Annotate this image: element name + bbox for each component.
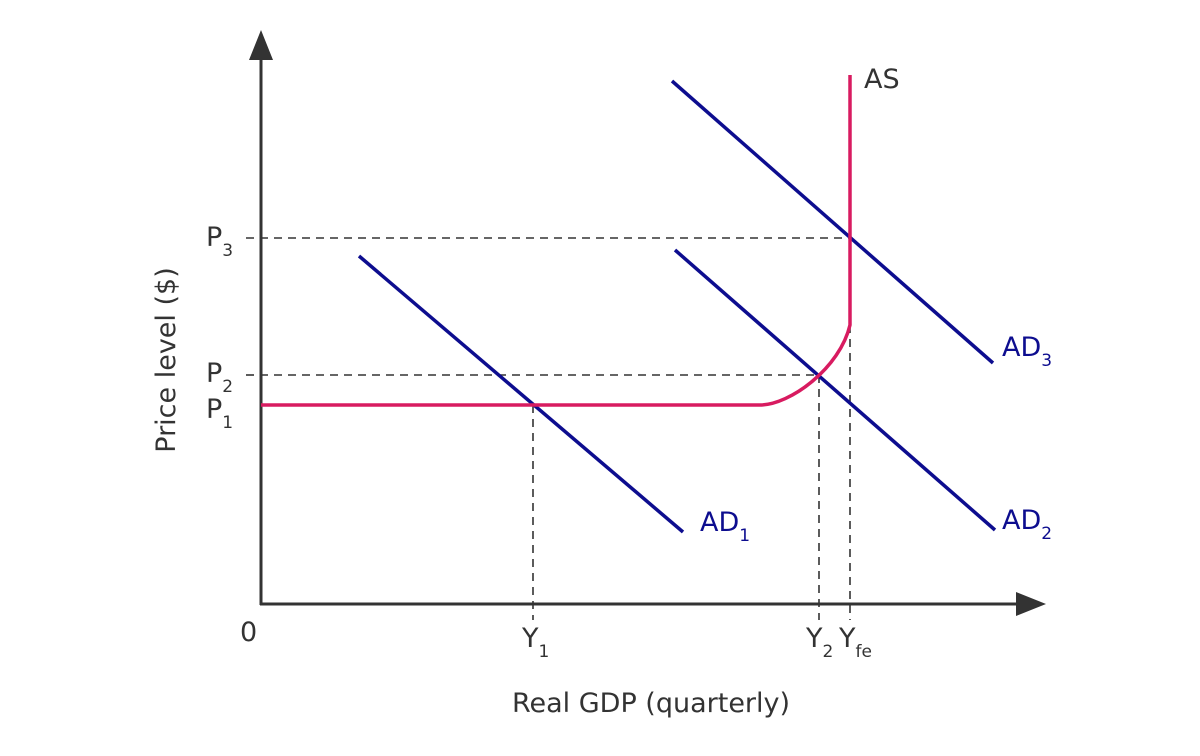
ad1-curve xyxy=(357,254,685,534)
ad2-curve xyxy=(673,248,997,532)
ad2-label-main: AD xyxy=(1002,505,1041,536)
ad3-curve xyxy=(670,79,995,365)
ad-curves xyxy=(357,79,997,534)
ad2-label: AD2 xyxy=(1002,505,1052,544)
as-curve xyxy=(261,75,852,407)
p2-label-sub: 2 xyxy=(222,377,233,397)
x-axis-title: Real GDP (quarterly) xyxy=(512,688,790,719)
p2-label-main: P xyxy=(206,358,222,389)
y-axis-arrowhead xyxy=(249,30,273,60)
yfe-label-sub: fe xyxy=(856,642,872,662)
y2-label-main: Y xyxy=(805,623,823,654)
ad1-label-main: AD xyxy=(700,507,739,538)
ad3-label: AD3 xyxy=(1002,332,1052,371)
origin-label: 0 xyxy=(240,617,257,648)
p3-label-main: P xyxy=(206,222,222,253)
p3-label: P3 xyxy=(206,222,233,261)
x-axis-arrowhead xyxy=(1016,592,1046,616)
y1-label-main: Y xyxy=(521,623,539,654)
yfe-label-main: Y xyxy=(838,623,856,654)
ad2-label-sub: 2 xyxy=(1041,524,1052,544)
ad3-label-sub: 3 xyxy=(1041,351,1052,371)
p1-label-sub: 1 xyxy=(222,413,233,433)
y2-label: Y2 xyxy=(805,623,833,662)
as-label: AS xyxy=(864,64,900,95)
p1-label-main: P xyxy=(206,394,222,425)
p3-label-sub: 3 xyxy=(222,241,233,261)
y-axis-title: Price level ($) xyxy=(151,267,182,452)
y2-label-sub: 2 xyxy=(823,642,834,662)
y1-label-sub: 1 xyxy=(539,642,550,662)
ad3-label-main: AD xyxy=(1002,332,1041,363)
ad1-label-sub: 1 xyxy=(739,526,750,546)
p1-label: P1 xyxy=(206,394,233,433)
yfe-label: Yfe xyxy=(838,623,872,662)
axes xyxy=(249,30,1046,616)
ad1-label: AD1 xyxy=(700,507,750,546)
p2-label: P2 xyxy=(206,358,233,397)
guide-lines xyxy=(246,237,851,620)
y1-label: Y1 xyxy=(521,623,549,662)
